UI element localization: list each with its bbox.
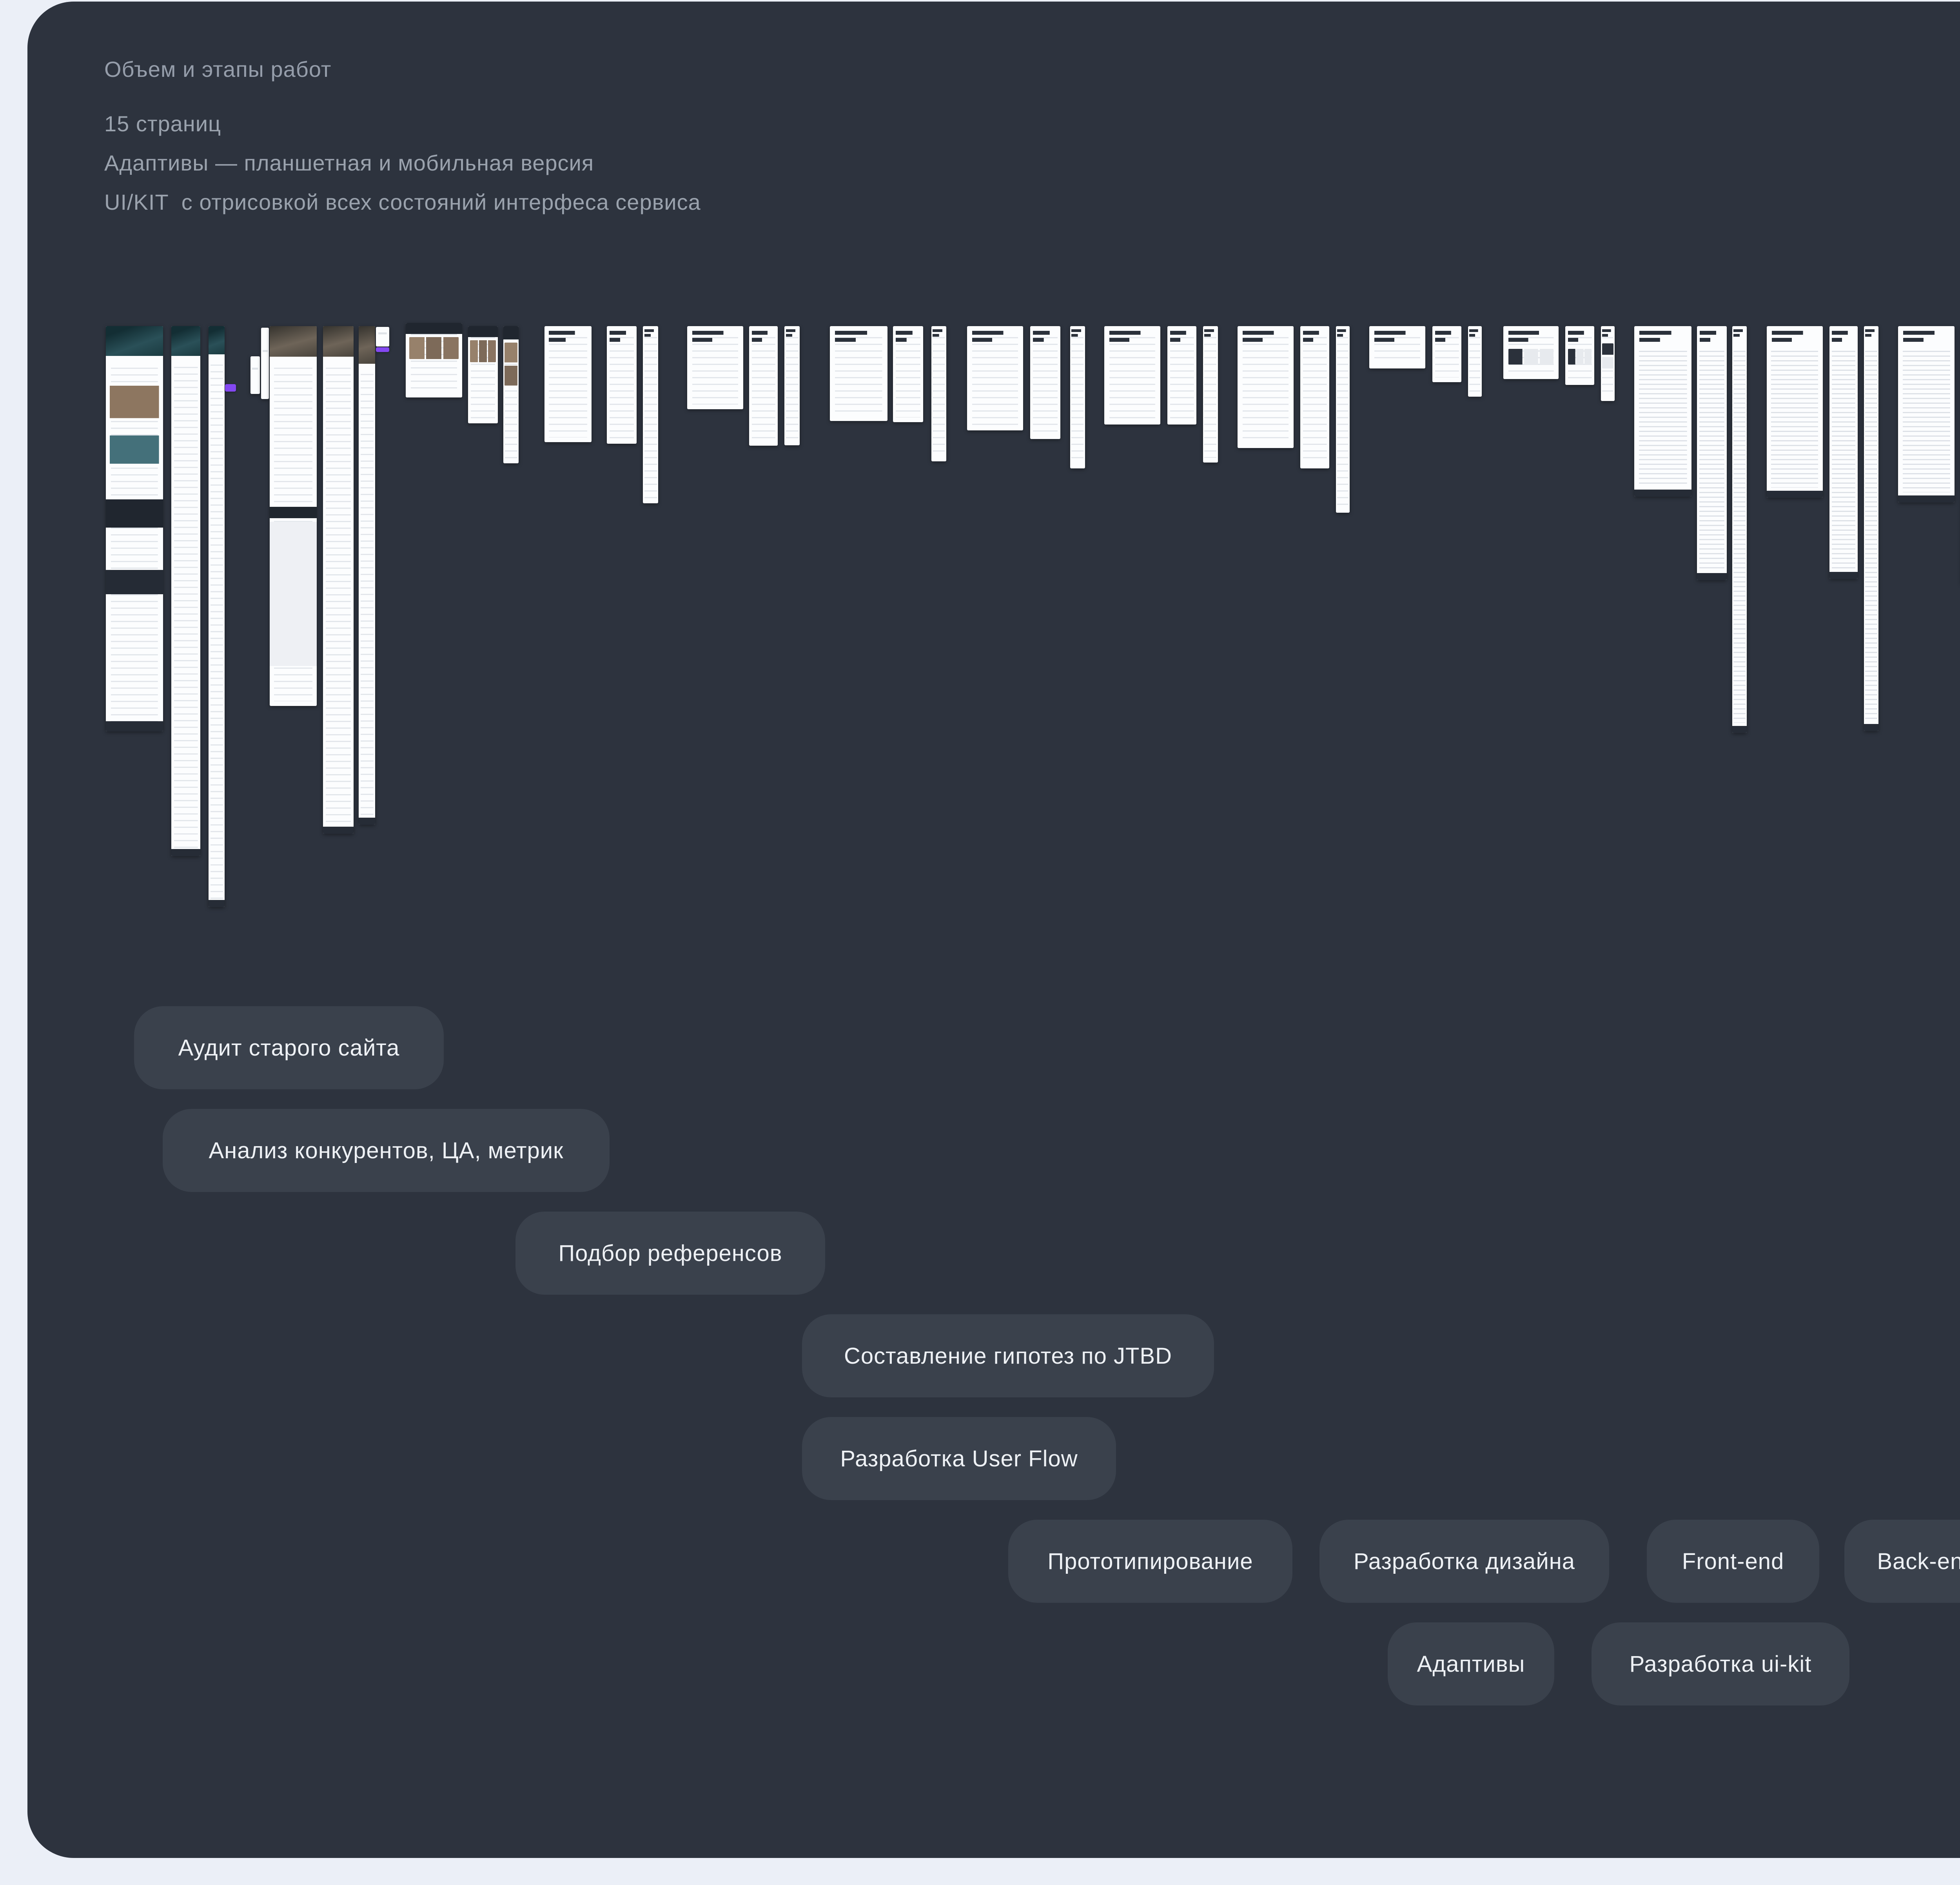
france-visa-mobile <box>359 326 375 825</box>
stage-pill-audit: Аудит старого сайта <box>134 1006 444 1089</box>
turnkey-relocation-tablet <box>893 326 923 422</box>
contacts-desktop <box>1369 326 1425 368</box>
documents-check-mobile <box>1203 326 1218 463</box>
stage-pill-prototyping: Прототипирование <box>1008 1520 1292 1603</box>
scope-line-uikit: UI/KIT с отрисовкой всех состояний интер… <box>104 190 701 214</box>
ai-relocation-tablet <box>1300 326 1329 468</box>
presentation-slide: Объем и этапы работ 15 страниц Адаптивы … <box>27 2 1960 1858</box>
stage-pill-analysis: Анализ конкурентов, ЦА, метрик <box>163 1109 610 1192</box>
stage-pill-label: Разработка ui-kit <box>1629 1651 1812 1677</box>
turnkey-relocation-desktop <box>830 326 887 421</box>
floating-ui-card <box>376 327 389 347</box>
turnkey-relocation-mobile <box>931 326 946 461</box>
contacts-tablet <box>1432 326 1461 382</box>
stage-pill-userflow: Разработка User Flow <box>802 1417 1116 1500</box>
consultation-desktop <box>967 326 1023 430</box>
stage-pill-label: Составление гипотез по JTBD <box>844 1343 1172 1369</box>
services-mobile <box>784 326 800 445</box>
user-agreement-tablet <box>1697 326 1727 580</box>
france-visa-desktop <box>270 326 317 706</box>
services-tablet <box>749 326 778 446</box>
stories-mobile <box>503 326 519 463</box>
stage-pill-label: Разработка User Flow <box>840 1446 1078 1471</box>
page-title: Объем и этапы работ <box>104 57 332 82</box>
consultation-tablet <box>1030 326 1060 439</box>
floating-ui-card <box>261 328 269 399</box>
stage-pill-references: Подбор референсов <box>515 1212 825 1295</box>
spain-nomad-tablet <box>607 326 637 444</box>
stage-pill-label: Разработка дизайна <box>1353 1548 1575 1574</box>
scope-line-pages: 15 страниц <box>104 111 221 136</box>
scope-line-adaptives: Адаптивы — планшетная и мобильная версия <box>104 151 594 175</box>
stage-pill-design: Разработка дизайна <box>1319 1520 1609 1603</box>
consultation-mobile <box>1070 326 1085 468</box>
stage-pill-frontend: Front-end <box>1647 1520 1819 1603</box>
documents-tablet <box>1565 326 1594 385</box>
france-visa-tablet <box>323 326 354 834</box>
ai-relocation-mobile <box>1336 326 1350 513</box>
main-page-desktop <box>106 326 163 731</box>
documents-mobile <box>1601 326 1615 401</box>
stage-pill-label: Адаптивы <box>1417 1651 1525 1677</box>
stage-pill-label: Front-end <box>1682 1548 1784 1574</box>
privacy-policy-desktop <box>1898 326 1955 503</box>
client-agreement-mobile <box>1864 326 1878 731</box>
stage-pill-jtbd: Составление гипотез по JTBD <box>802 1314 1214 1397</box>
accent-highlight <box>225 384 236 392</box>
scope-summary: 15 страниц Адаптивы — планшетная и мобил… <box>104 104 701 222</box>
floating-ui-card <box>250 356 260 394</box>
stories-desktop <box>406 323 462 397</box>
stage-pill-label: Аудит старого сайта <box>178 1035 400 1061</box>
stage-pill-uikit: Разработка ui-kit <box>1592 1622 1849 1705</box>
stage-pill-label: Прототипирование <box>1047 1548 1253 1574</box>
contacts-mobile <box>1468 326 1482 397</box>
ai-relocation-desktop <box>1238 326 1294 448</box>
client-agreement-tablet <box>1829 326 1858 579</box>
accent-highlight <box>376 347 389 352</box>
documents-check-tablet <box>1167 326 1196 425</box>
client-agreement-desktop <box>1767 326 1823 498</box>
spain-nomad-desktop <box>544 326 592 442</box>
stage-pill-label: Анализ конкурентов, ЦА, метрик <box>209 1138 564 1163</box>
user-agreement-desktop <box>1634 326 1691 497</box>
stage-pill-label: Подбор референсов <box>558 1240 782 1266</box>
stage-pill-backend: Back-end <box>1844 1520 1960 1603</box>
main-page-tablet <box>171 326 200 856</box>
documents-desktop <box>1503 326 1559 379</box>
slide-header: Объем и этапы работ <box>104 52 331 87</box>
main-page-mobile <box>209 326 225 907</box>
user-agreement-mobile <box>1732 326 1747 733</box>
stage-pill-label: Back-end <box>1877 1548 1960 1574</box>
stage-pill-adaptives: Адаптивы <box>1388 1622 1554 1705</box>
stories-tablet <box>468 326 498 423</box>
spain-nomad-mobile <box>643 326 658 503</box>
services-desktop <box>687 326 743 409</box>
documents-check-desktop <box>1104 326 1160 425</box>
